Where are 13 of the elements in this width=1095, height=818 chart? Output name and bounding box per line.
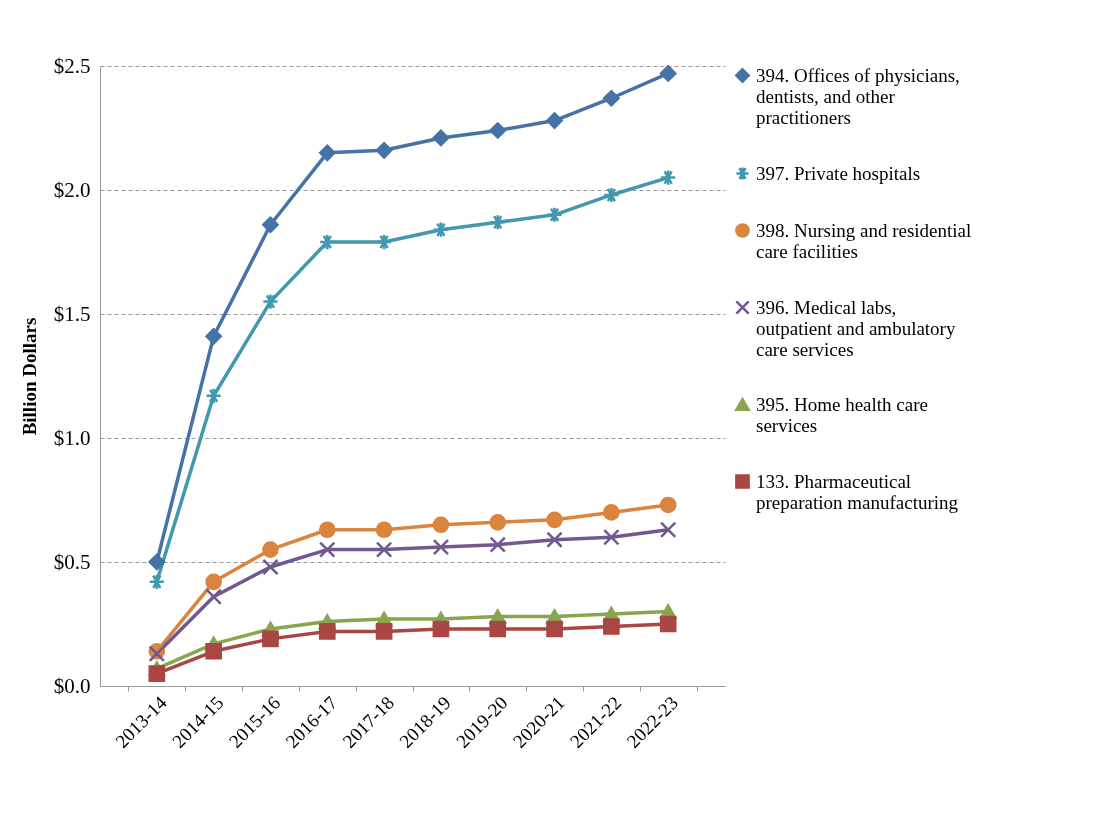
legend-label: 133. Pharmaceutical preparation manufacturing: [756, 470, 959, 513]
legend-label: 396. Medical labs, outpatient and ambulatory care services: [756, 296, 956, 360]
y-tick-label: $1.0: [53, 425, 91, 450]
legend-label: 397. Private hospitals: [756, 162, 921, 184]
legend-label: 394. Offices of physicians, dentists, and other practitioners: [756, 64, 960, 128]
y-tick-label: $0.0: [53, 673, 91, 698]
y-tick-label: $2.0: [53, 177, 91, 202]
legend-label: 395. Home health care services: [756, 393, 928, 436]
y-tick-label: $0.5: [53, 549, 91, 574]
y-axis-title: Billion Dollars: [18, 317, 40, 436]
y-tick-label: $2.5: [53, 53, 91, 78]
legend-label: 398. Nursing and residential care facilities: [756, 219, 972, 262]
y-tick-label: $1.5: [53, 301, 91, 326]
